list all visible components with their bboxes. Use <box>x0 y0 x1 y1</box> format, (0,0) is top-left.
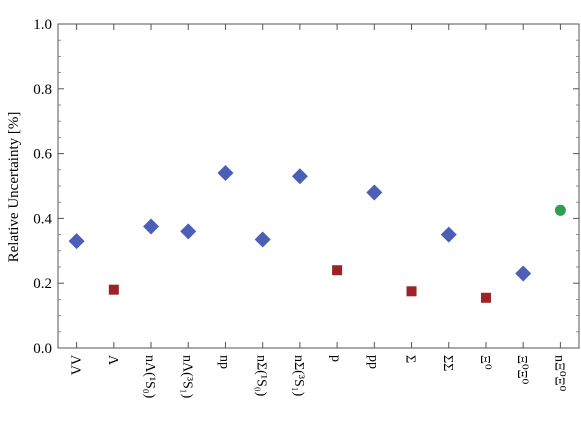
x-category-label: nΣ(¹S₀) <box>254 355 269 397</box>
y-tick-label: 0.4 <box>33 211 52 227</box>
y-tick-label: 0.6 <box>33 147 52 163</box>
y-tick-label: 0.0 <box>33 341 52 357</box>
data-markers <box>68 165 566 303</box>
x-category-label: nΛ(³S₁) <box>179 355 194 399</box>
diamond-marker <box>440 226 457 243</box>
y-axis-tick-labels: 0.0 0.2 0.4 0.6 0.8 1.0 <box>33 17 52 357</box>
x-category-label: Σ <box>403 355 418 363</box>
diamond-marker <box>366 184 383 201</box>
diamond-marker <box>68 233 85 250</box>
x-category-label: Ξ⁰Ξ⁰ <box>514 355 529 385</box>
x-category-label: nΣ(³S₁) <box>291 355 306 397</box>
diamond-marker <box>143 218 160 235</box>
circle-marker <box>554 204 566 216</box>
y-tick-label: 0.2 <box>33 276 52 292</box>
diamond-marker <box>217 165 234 182</box>
x-category-label: Λ <box>105 355 120 366</box>
x-category-label: ΛΛ <box>68 355 83 376</box>
square-marker <box>332 265 343 276</box>
x-axis-ticks <box>76 24 561 348</box>
x-category-label: p <box>328 355 343 362</box>
square-marker <box>108 284 119 295</box>
diamond-marker <box>291 168 308 185</box>
diamond-marker <box>180 223 197 240</box>
y-axis-label: Relative Uncertainty [%] <box>6 112 22 263</box>
square-marker <box>480 292 491 303</box>
y-tick-label: 1.0 <box>33 17 52 33</box>
diamond-marker <box>515 265 532 282</box>
y-axis-ticks <box>58 23 579 349</box>
plot-border <box>57 23 580 349</box>
plot-frame <box>57 23 580 349</box>
x-category-label: nΞ⁰Ξ⁰ <box>551 355 566 392</box>
y-tick-label: 0.8 <box>33 82 52 98</box>
x-category-label: nΛ(¹S₀) <box>142 355 157 399</box>
x-category-label: pp <box>365 355 380 369</box>
x-category-label: Ξ⁰ <box>477 355 492 370</box>
x-category-label: np <box>216 355 231 369</box>
diamond-marker <box>254 231 271 248</box>
square-marker <box>406 286 417 297</box>
x-category-label: ΣΣ <box>440 355 455 371</box>
